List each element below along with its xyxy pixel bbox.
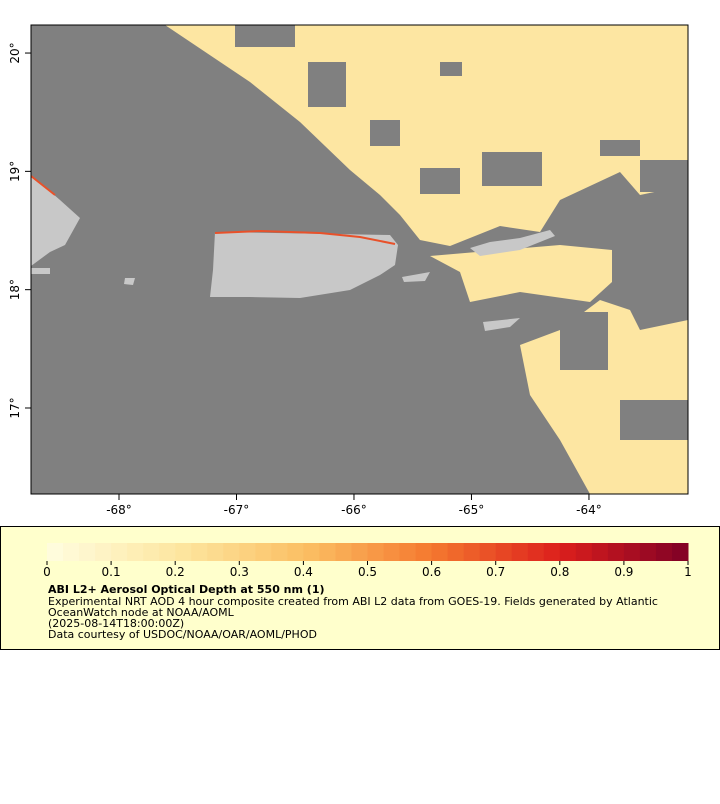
colorbar-swatch xyxy=(79,543,96,561)
colorbar-tick-label: 0.5 xyxy=(358,565,377,579)
colorbar-swatch xyxy=(447,543,465,561)
x-tick-label: -66° xyxy=(341,503,367,517)
colorbar-swatch xyxy=(351,543,368,561)
y-tick-label: 17° xyxy=(8,397,22,418)
colorbar-swatch xyxy=(543,543,561,561)
colorbar-swatch xyxy=(271,543,288,561)
x-tick-label: -65° xyxy=(459,503,485,517)
colorbar-swatch xyxy=(111,543,128,561)
colorbar-swatch xyxy=(63,543,80,561)
legend-line: OceanWatch node at NOAA/AOML xyxy=(48,606,235,619)
y-tick-label: 19° xyxy=(8,161,22,182)
colorbar-swatch xyxy=(191,543,208,561)
colorbar-swatch xyxy=(495,543,513,561)
colorbar-swatch xyxy=(399,543,417,561)
colorbar-swatch xyxy=(671,543,689,561)
colorbar-swatch xyxy=(159,543,176,561)
colorbar-swatch xyxy=(591,543,609,561)
colorbar-swatch xyxy=(335,543,352,561)
colorbar-swatch xyxy=(255,543,272,561)
legend-line: Experimental NRT AOD 4 hour composite cr… xyxy=(48,595,658,608)
colorbar-swatch xyxy=(527,543,545,561)
colorbar-swatch xyxy=(319,543,336,561)
colorbar-swatch xyxy=(127,543,144,561)
colorbar-swatch xyxy=(383,543,401,561)
colorbar-swatch xyxy=(479,543,497,561)
colorbar-tick-label: 0.9 xyxy=(614,565,633,579)
colorbar-tick-label: 0 xyxy=(43,565,51,579)
colorbar-tick-label: 0.6 xyxy=(422,565,441,579)
colorbar-swatch xyxy=(623,543,641,561)
colorbar-tick-label: 1 xyxy=(684,565,692,579)
colorbar-swatch xyxy=(639,543,657,561)
colorbar-tick-label: 0.7 xyxy=(486,565,505,579)
land xyxy=(31,175,555,331)
colorbar-swatch xyxy=(287,543,304,561)
colorbar-swatch xyxy=(431,543,449,561)
legend-line: (2025-08-14T18:00:00Z) xyxy=(48,617,184,630)
colorbar-swatch xyxy=(303,543,320,561)
map-area xyxy=(31,25,688,494)
colorbar-swatch xyxy=(239,543,256,561)
y-tick-label: 18° xyxy=(8,279,22,300)
colorbar-swatch xyxy=(575,543,593,561)
colorbar-swatch xyxy=(511,543,529,561)
legend-title: ABI L2+ Aerosol Optical Depth at 550 nm … xyxy=(48,583,325,596)
colorbar-swatch xyxy=(559,543,577,561)
colorbar-swatch xyxy=(463,543,481,561)
coastal-high-aod xyxy=(31,175,56,196)
x-tick-label: -64° xyxy=(576,503,602,517)
x-tick-label: -67° xyxy=(224,503,250,517)
colorbar-tick-label: 0.3 xyxy=(230,565,249,579)
colorbar-tick-label: 0.4 xyxy=(294,565,313,579)
colorbar-swatch xyxy=(223,543,240,561)
colorbar-swatch xyxy=(47,543,64,561)
colorbar-tick-label: 0.2 xyxy=(166,565,185,579)
colorbar-swatch xyxy=(655,543,673,561)
colorbar-tick-label: 0.1 xyxy=(102,565,121,579)
no-data-gaps xyxy=(235,25,688,440)
legend-line: Data courtesy of USDOC/NOAA/OAR/AOML/PHO… xyxy=(48,628,317,641)
colorbar-swatch xyxy=(95,543,112,561)
coastal-high-aod xyxy=(214,229,396,245)
colorbar-swatch xyxy=(607,543,625,561)
colorbar-tick-label: 0.8 xyxy=(550,565,569,579)
y-tick-label: 20° xyxy=(8,42,22,63)
colorbar-swatch xyxy=(175,543,192,561)
colorbar-swatch xyxy=(415,543,433,561)
colorbar-swatch xyxy=(143,543,160,561)
map-frame xyxy=(30,24,689,495)
colorbar-swatch xyxy=(207,543,224,561)
colorbar-swatch xyxy=(367,543,385,561)
x-tick-label: -68° xyxy=(106,503,132,517)
